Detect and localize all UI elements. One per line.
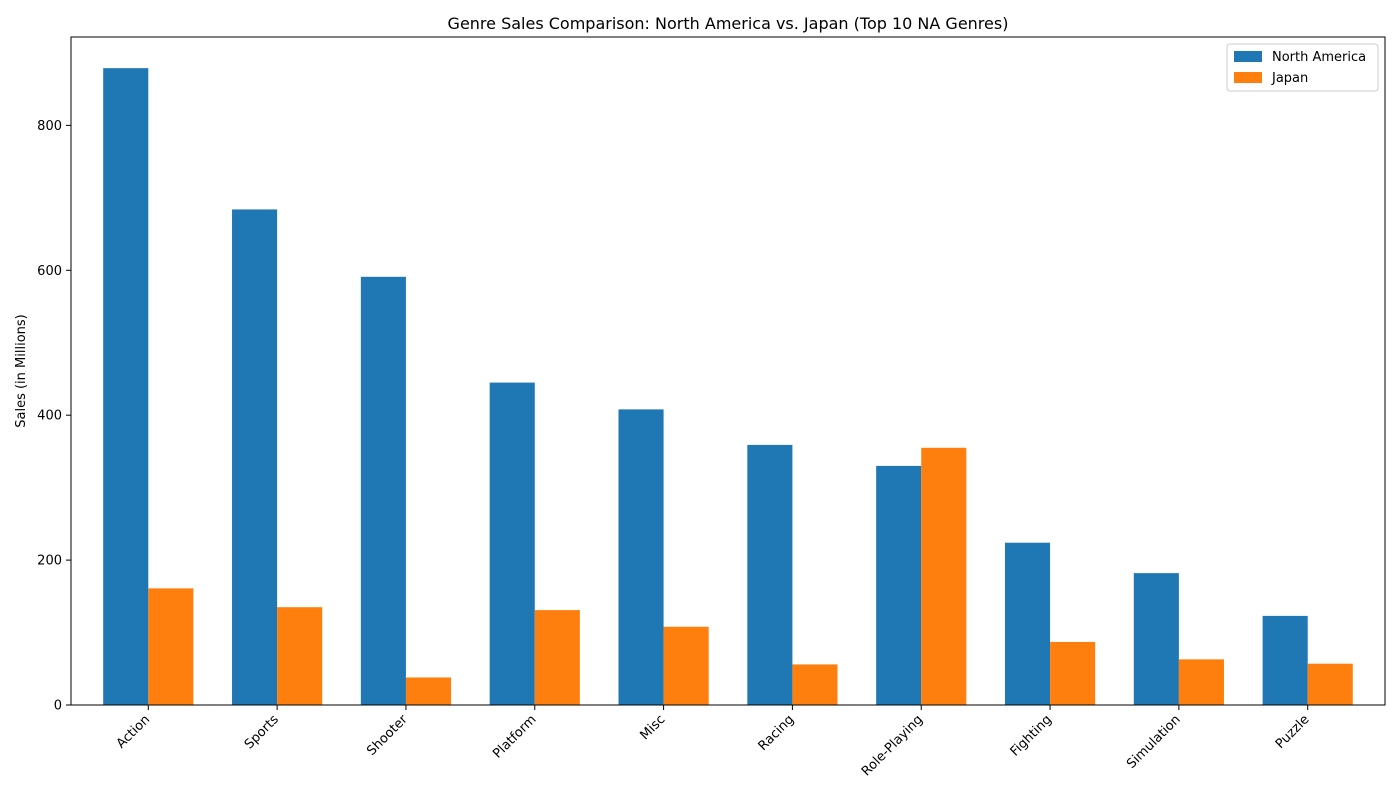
legend: North America Japan	[1226, 43, 1379, 92]
legend-swatch	[1234, 72, 1262, 83]
x-tick-label: Puzzle	[1273, 712, 1313, 752]
y-tick-label: 400	[37, 409, 62, 424]
y-tick-label: 800	[37, 119, 62, 134]
x-tick-label: Simulation	[1124, 712, 1184, 772]
bar-north-america-platform	[489, 382, 535, 705]
bar-japan-shooter	[405, 677, 452, 705]
bar-north-america-role-playing	[876, 465, 922, 705]
chart-title: Genre Sales Comparison: North America vs…	[448, 14, 1009, 33]
bar-north-america-shooter	[360, 276, 406, 705]
x-tick-label: Action	[114, 712, 153, 751]
plot-frame	[70, 36, 1386, 706]
y-axis-label: Sales (in Millions)	[14, 314, 29, 428]
bar-japan-sports	[277, 607, 323, 705]
x-tick-label: Sports	[242, 712, 282, 752]
bar-japan-fighting	[1050, 641, 1096, 705]
x-tick-label: Shooter	[364, 712, 411, 759]
bar-japan-puzzle	[1307, 663, 1353, 705]
bar-japan-platform	[534, 610, 580, 705]
bar-north-america-action	[103, 68, 149, 706]
x-tick-label: Platform	[490, 712, 539, 761]
legend-label: North America	[1272, 50, 1366, 65]
y-tick-label: 600	[37, 264, 62, 279]
bar-japan-action	[148, 588, 194, 705]
bar-japan-role-playing	[921, 447, 967, 705]
y-tick-label: 200	[37, 554, 62, 569]
bars-layer	[103, 68, 1353, 706]
bar-north-america-fighting	[1004, 542, 1051, 705]
y-tick-label: 0	[54, 699, 62, 714]
bar-japan-racing	[792, 664, 838, 705]
legend-box	[1226, 43, 1379, 92]
x-tick-label: Racing	[756, 712, 798, 754]
bar-north-america-simulation	[1133, 573, 1179, 705]
bar-north-america-sports	[232, 209, 278, 705]
x-tick-label: Role-Playing	[859, 712, 926, 779]
x-tick-label: Misc	[637, 712, 668, 743]
bar-north-america-misc	[618, 409, 664, 705]
bar-north-america-puzzle	[1262, 615, 1308, 705]
bar-north-america-racing	[747, 444, 793, 705]
legend-label: Japan	[1271, 71, 1308, 86]
legend-swatch	[1234, 51, 1262, 62]
bar-japan-misc	[663, 626, 709, 705]
x-tick-label: Fighting	[1008, 712, 1055, 759]
bar-japan-simulation	[1178, 659, 1224, 705]
